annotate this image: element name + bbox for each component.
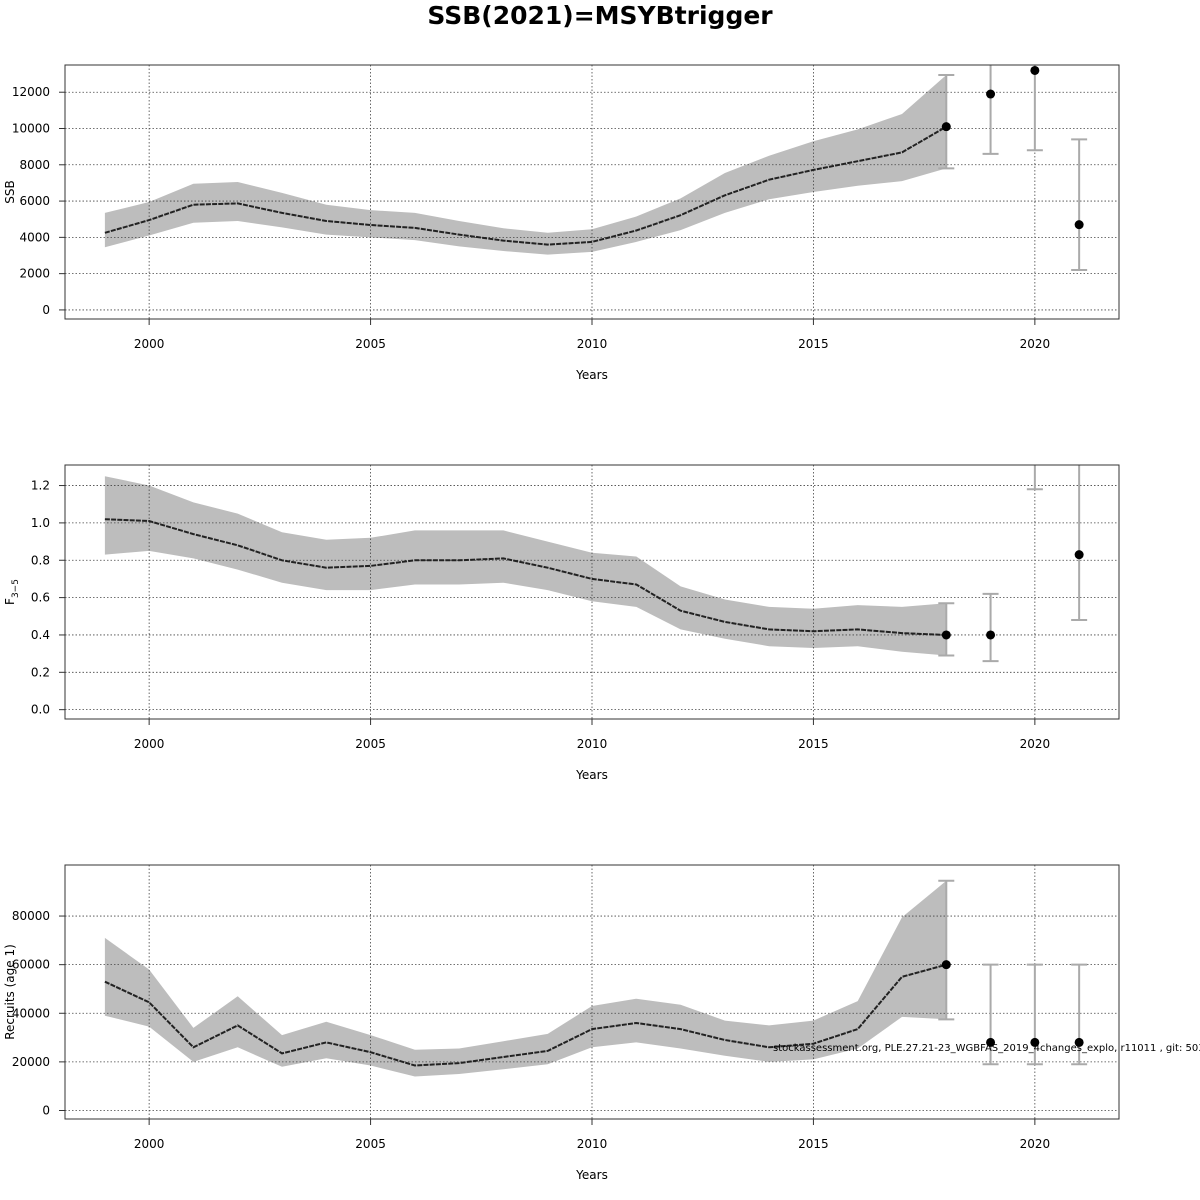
fishing-mortality-y-axis-label: F3−5 (3, 579, 21, 605)
fishing-mortality-point (941, 630, 951, 640)
fishing-mortality-y-axis-label-subscript: 3−5 (11, 579, 21, 598)
ssb-y-tick-label: 8000 (19, 158, 50, 172)
recruitment-x-tick-label: 2015 (798, 1137, 829, 1151)
fishing-mortality-x-tick-label: 2005 (355, 737, 386, 751)
ssb-x-tick-label: 2000 (134, 337, 165, 351)
ssb-panel: 2000 2005 2010 2015 2020 0 2000 4000 6000 8000 100… (3, 64, 1120, 382)
recruitment-panel: 2000 2005 2010 2015 2020 0 20000 40000 60000 8000… (3, 864, 1120, 1182)
ssb-x-tick-label: 2015 (798, 337, 829, 351)
recruitment-forecast-point (986, 1037, 996, 1047)
ssb-y-tick-label: 2000 (19, 267, 50, 281)
ssb-x-tick-label: 2010 (577, 337, 608, 351)
recruitment-forecast-point (1074, 1037, 1084, 1047)
recruitment-y-tick-label: 80000 (12, 909, 50, 923)
fishing-mortality-x-tick-label: 2015 (798, 737, 829, 751)
fishing-mortality-y-tick-label: 0.6 (31, 591, 50, 605)
ssb-y-axis-label-text: SSB (3, 180, 17, 203)
ssb-forecast-point (1074, 220, 1084, 230)
recruitment-confidence-band (104, 880, 947, 1077)
recruitment-y-axis-label-text: Recruits (age 1) (3, 944, 17, 1040)
fishing-mortality-y-tick-label: 0.2 (31, 665, 50, 679)
fishing-mortality-forecast-point (1074, 550, 1084, 560)
fishing-mortality-forecast-point (986, 630, 996, 640)
fishing-mortality-x-tick-label: 2020 (1020, 737, 1051, 751)
fishing-mortality-y-tick-label: 1.0 (31, 516, 50, 530)
recruitment-estimate-line (104, 963, 947, 1067)
ssb-y-tick-label: 0 (42, 303, 50, 317)
ssb-forecast-point (1030, 65, 1040, 75)
recruitment-y-axis-label: Recruits (age 1) (3, 944, 17, 1040)
ssb-y-tick-label: 10000 (12, 122, 50, 136)
fishing-mortality-x-tick-label: 2010 (577, 737, 608, 751)
fishing-mortality-estimate-line (104, 518, 947, 636)
fishing-mortality-y-tick-label: 0.4 (31, 628, 50, 642)
ssb-y-tick-label: 6000 (19, 194, 50, 208)
recruitment-x-tick-label: 2000 (134, 1137, 165, 1151)
recruitment-y-tick-label: 40000 (12, 1006, 50, 1020)
recruitment-forecast-point (1030, 1037, 1040, 1047)
recruitment-y-tick-label: 20000 (12, 1055, 50, 1069)
recruitment-y-tick-label: 0 (42, 1103, 50, 1117)
fishing-mortality-x-tick-label: 2000 (134, 737, 165, 751)
chart-title: SSB(2021)=MSYBtrigger (427, 1, 773, 30)
recruitment-x-tick-label: 2020 (1020, 1137, 1051, 1151)
recruitment-x-axis-label: Years (575, 1168, 608, 1182)
ssb-x-tick-label: 2020 (1020, 337, 1051, 351)
fishing-mortality-panel: 2000 2005 2010 2015 2020 0.0 0.2 0.4 0.6 0.8 1.0 1.… (3, 464, 1120, 782)
fishing-mortality-x-axis-label: Years (575, 768, 608, 782)
ssb-point (941, 122, 951, 132)
ssb-y-tick-label: 4000 (19, 230, 50, 244)
fishing-mortality-y-tick-label: 0.8 (31, 553, 50, 567)
recruitment-y-tick-label: 60000 (12, 958, 50, 972)
ssb-y-axis-label: SSB (3, 180, 17, 203)
ssb-forecast-point (986, 89, 996, 99)
ssb-x-axis-label: Years (575, 368, 608, 382)
fishing-mortality-y-tick-label: 1.2 (31, 479, 50, 493)
ssb-estimate-line (104, 125, 947, 246)
footnote: stockassessment.org, PLE.27.21-23_WGBFAS… (773, 1043, 1200, 1054)
fishing-mortality-y-axis-label-text: F (3, 598, 17, 605)
fishing-mortality-confidence-band (104, 476, 947, 656)
recruitment-x-tick-label: 2005 (355, 1137, 386, 1151)
ssb-confidence-band (104, 75, 947, 255)
fishing-mortality-y-tick-label: 0.0 (31, 703, 50, 717)
recruitment-point (941, 960, 951, 970)
ssb-y-tick-label: 12000 (12, 85, 50, 99)
recruitment-x-tick-label: 2010 (577, 1137, 608, 1151)
ssb-x-tick-label: 2005 (355, 337, 386, 351)
